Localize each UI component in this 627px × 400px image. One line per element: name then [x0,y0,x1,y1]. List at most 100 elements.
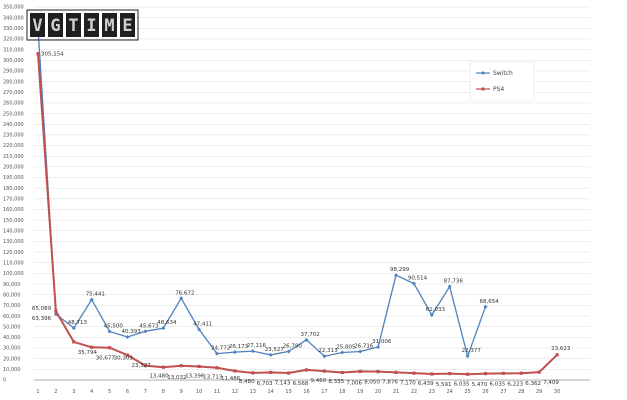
data-label-switch: 24,772 [211,346,230,352]
logo-letter-frame [66,13,81,37]
logo-letter: G [50,16,60,36]
legend-box [469,61,535,101]
data-label-ps4: 13,713 [203,374,223,380]
point-switch [197,327,202,332]
data-label-switch: 68,654 [480,299,500,305]
point-switch [429,312,434,317]
data-label-ps4: 7,006 [346,381,362,387]
point-ps4 [125,353,130,357]
y-tick-label: 220,000 [3,143,24,149]
data-label-switch: 65,089 [32,306,52,312]
y-tick-label: 20,000 [3,356,21,362]
y-tick-label: 290,000 [3,69,24,75]
point-ps4 [555,353,559,357]
data-label-ps4: 8,050 [364,379,380,385]
logo-letter: I [86,16,96,36]
point-switch [250,349,255,354]
x-tick-label: 6 [126,389,129,395]
data-label-switch: 27,116 [247,343,267,349]
point-switch [447,284,452,289]
data-label-switch: 31,006 [372,339,392,345]
data-label-switch: 75,441 [86,292,105,298]
point-switch [376,344,381,349]
point-ps4 [36,52,40,56]
point-switch [268,352,273,357]
y-tick-label: 120,000 [3,250,24,256]
point-ps4 [501,371,505,375]
data-label-switch: 98,299 [390,267,410,273]
logo-letter: T [68,16,78,36]
y-tick-label: 60,000 [3,314,21,320]
data-label-ps4: 7,143 [275,380,291,386]
series-line-ps4 [37,53,558,376]
data-label-switch: 25,805 [336,344,356,350]
logo-letter-frame [84,13,99,37]
point-ps4 [340,370,344,375]
y-tick-label: 310,000 [3,47,24,53]
logo-letter-frame [30,13,45,37]
y-tick-label: 160,000 [3,207,24,213]
point-ps4 [197,364,201,369]
point-ps4 [72,340,76,344]
series-line-switch [37,27,487,359]
y-tick-label: 10,000 [3,367,21,373]
y-tick-label: 110,000 [3,260,24,266]
point-ps4 [394,370,398,374]
data-label-ps4: 6,035 [490,382,506,388]
data-label-switch: 45,500 [104,324,124,330]
point-ps4 [143,364,147,368]
point-switch [232,350,237,355]
data-label-ps4: 5,470 [472,382,488,388]
point-ps4 [90,345,94,349]
y-tick-label: 190,000 [3,175,24,181]
point-switch [483,304,488,309]
point-switch [304,337,309,342]
point-ps4 [304,368,309,372]
point-ps4 [54,309,58,313]
data-label-switch: 26,790 [283,343,303,349]
y-tick-label: 100,000 [3,271,24,277]
point-switch [107,329,112,334]
legend: Switch PS4 [469,61,535,101]
point-ps4 [448,371,452,376]
point-switch [322,354,327,359]
y-tick-label: 320,000 [3,37,24,43]
data-label-switch: 48,634 [157,320,177,326]
point-switch [215,351,219,356]
point-switch [286,349,291,354]
x-tick-label: 7 [144,389,147,395]
y-tick-label: 140,000 [3,229,24,235]
y-axis-ticks: 0 10,000 20,000 30,000 40,000 50,000 60,000 70,… [3,5,24,384]
x-tick-label: 18 [339,389,345,395]
x-tick-label: 28 [518,389,524,395]
y-tick-label: 50,000 [3,324,21,330]
logo-letter: M [104,16,114,36]
data-label-switch: 26,173 [229,344,249,350]
x-tick-label: 1 [36,389,39,395]
data-label-switch: 22,313 [318,348,338,354]
point-ps4 [233,369,237,373]
y-tick-label: 130,000 [3,239,24,245]
x-tick-label: 11 [214,389,220,395]
y-tick-label: 240,000 [3,122,24,128]
x-tick-label: 20 [375,389,381,395]
y-tick-label: 330,000 [3,26,24,32]
data-label-ps4: 6,035 [454,382,470,388]
data-label-ps4: 63,396 [32,316,52,322]
x-tick-label: 23 [429,389,435,395]
x-tick-label: 3 [72,389,75,395]
x-tick-label: 5 [108,389,111,395]
data-label-switch: 87,736 [444,278,464,284]
data-label-switch: 23,527 [265,347,285,353]
data-label-ps4: 7,409 [543,380,559,386]
y-tick-label: 80,000 [3,292,21,298]
point-ps4 [322,369,326,373]
data-label-ps4: 7,170 [400,380,416,386]
y-tick-label: 350,000 [3,5,24,11]
x-tick-label: 9 [180,389,183,395]
y-tick-label: 30,000 [3,346,21,352]
data-label-ps4: 23,327 [132,363,152,369]
point-switch [465,354,470,359]
